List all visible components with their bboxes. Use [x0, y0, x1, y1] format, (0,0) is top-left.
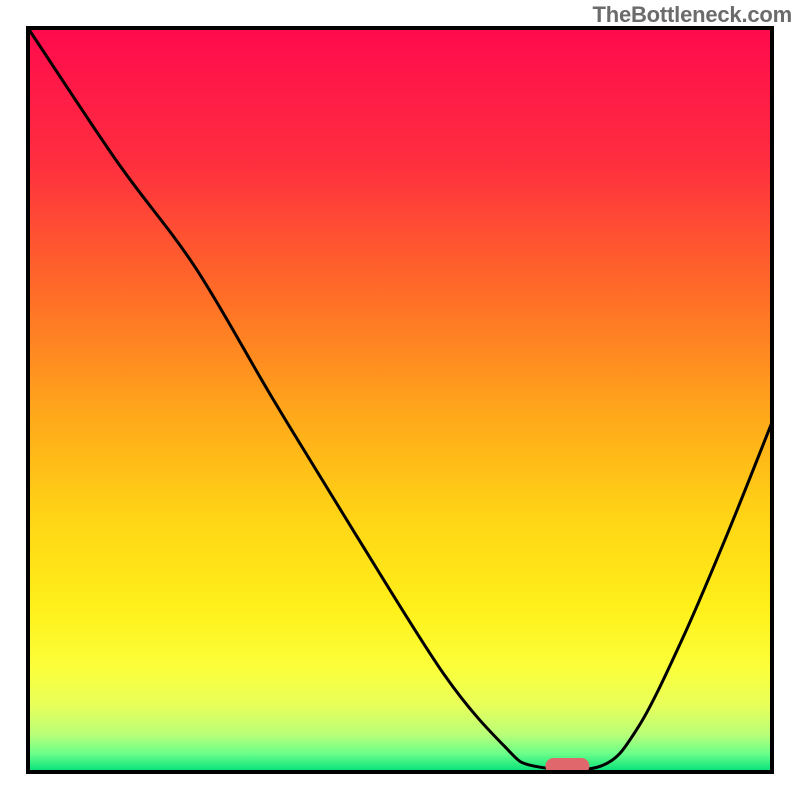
gradient-background: [28, 28, 772, 772]
watermark-text: TheBottleneck.com: [592, 2, 792, 28]
chart-container: TheBottleneck.com: [0, 0, 800, 800]
bottleneck-chart: [0, 0, 800, 800]
